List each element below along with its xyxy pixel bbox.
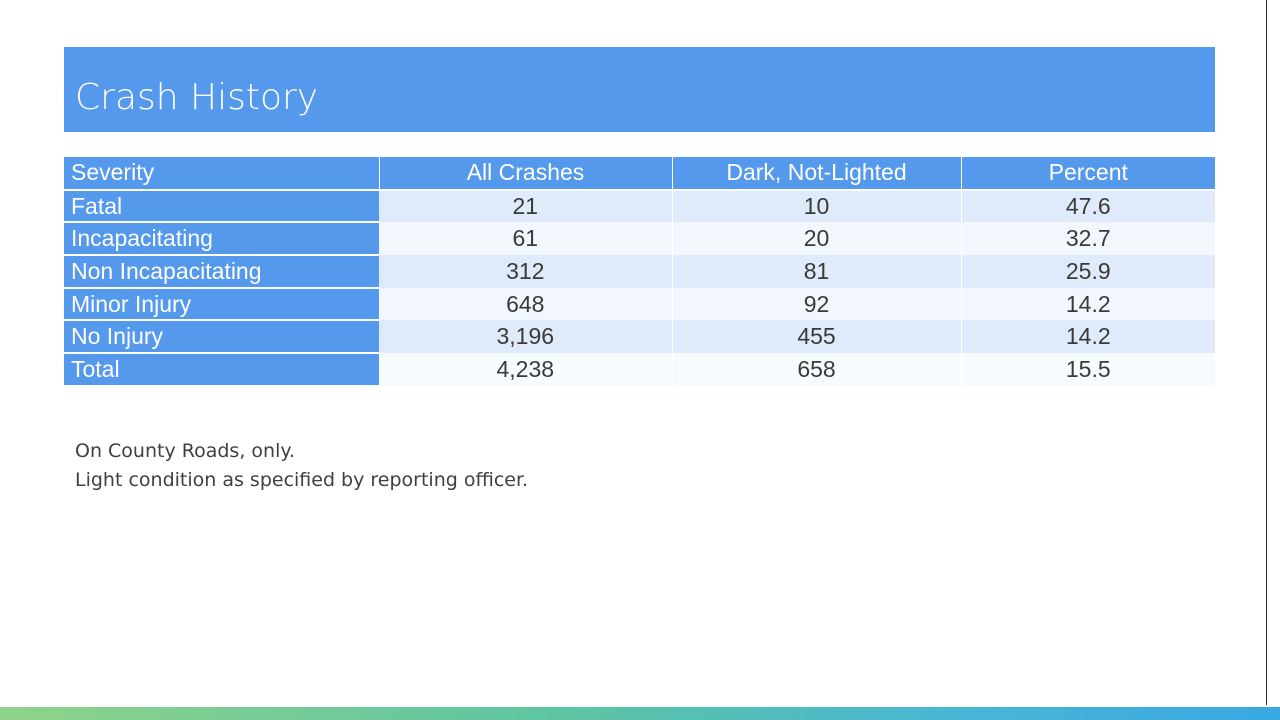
- row-label-severity: Non Incapacitating: [64, 255, 379, 289]
- cell-all-crashes: 4,238: [379, 353, 673, 386]
- table-row: Non Incapacitating 312 81 25.9: [64, 255, 1215, 289]
- cell-dark-not-lighted: 455: [672, 320, 962, 354]
- table-row: No Injury 3,196 455 14.2: [64, 320, 1215, 355]
- bottom-accent-stripe: [0, 707, 1280, 720]
- cell-percent: 32.7: [961, 222, 1215, 256]
- footnote-light-condition: Light condition as specified by reportin…: [75, 469, 529, 491]
- row-label-severity: Incapacitating: [64, 222, 379, 257]
- cell-all-crashes: 648: [379, 287, 673, 321]
- title-bar: Crash History: [64, 47, 1215, 132]
- footnotes: On County Roads, only. Light condition a…: [75, 437, 528, 495]
- cell-percent: 25.9: [961, 255, 1215, 288]
- column-header-all-crashes: All Crashes: [379, 157, 673, 191]
- cell-all-crashes: 312: [379, 255, 673, 288]
- row-label-total: Total: [64, 353, 379, 387]
- row-label-severity: Fatal: [64, 189, 379, 224]
- table-row: Minor Injury 648 92 14.2: [64, 287, 1215, 322]
- row-label-severity: Minor Injury: [64, 287, 379, 322]
- footnote-county-roads: On County Roads, only.: [75, 440, 295, 462]
- cell-percent: 47.6: [961, 189, 1215, 223]
- cell-dark-not-lighted: 10: [672, 189, 962, 223]
- cell-all-crashes: 21: [379, 189, 673, 223]
- row-label-severity: No Injury: [64, 320, 379, 355]
- table-row-total: Total 4,238 658 15.5: [64, 353, 1215, 387]
- column-header-dark-not-lighted: Dark, Not-Lighted: [672, 157, 962, 191]
- column-header-severity: Severity: [64, 157, 380, 191]
- cell-all-crashes: 3,196: [379, 320, 673, 354]
- table-header-row: Severity All Crashes Dark, Not-Lighted P…: [64, 157, 1215, 191]
- cell-dark-not-lighted: 92: [672, 287, 962, 321]
- cell-all-crashes: 61: [379, 222, 673, 256]
- cell-percent: 14.2: [961, 320, 1215, 354]
- cell-dark-not-lighted: 20: [672, 222, 962, 256]
- slide-right-edge: [1266, 0, 1267, 705]
- cell-percent: 15.5: [961, 353, 1215, 386]
- cell-percent: 14.2: [961, 287, 1215, 321]
- cell-dark-not-lighted: 658: [672, 353, 962, 386]
- page-title: Crash History: [75, 77, 319, 118]
- crash-history-table: Severity All Crashes Dark, Not-Lighted P…: [64, 157, 1215, 387]
- table-row: Fatal 21 10 47.6: [64, 189, 1215, 224]
- cell-dark-not-lighted: 81: [672, 255, 962, 288]
- table-row: Incapacitating 61 20 32.7: [64, 222, 1215, 257]
- column-header-percent: Percent: [961, 157, 1215, 191]
